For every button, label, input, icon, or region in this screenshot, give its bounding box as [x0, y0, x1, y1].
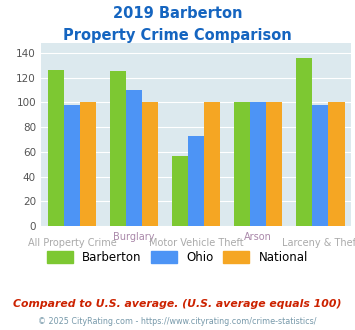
Bar: [296, 58, 312, 226]
Bar: [142, 102, 158, 226]
Bar: [126, 90, 142, 226]
Bar: [312, 105, 328, 226]
Text: All Property Crime: All Property Crime: [28, 238, 116, 248]
Text: Compared to U.S. average. (U.S. average equals 100): Compared to U.S. average. (U.S. average …: [13, 299, 342, 309]
Bar: [204, 102, 220, 226]
Bar: [64, 105, 80, 226]
Text: Property Crime Comparison: Property Crime Comparison: [63, 28, 292, 43]
Bar: [328, 102, 345, 226]
Text: Motor Vehicle Theft: Motor Vehicle Theft: [149, 238, 244, 248]
Bar: [48, 70, 64, 226]
Bar: [188, 136, 204, 226]
Bar: [110, 71, 126, 226]
Text: Arson: Arson: [244, 232, 272, 242]
Bar: [266, 102, 283, 226]
Bar: [250, 102, 266, 226]
Bar: [172, 155, 188, 226]
Text: Burglary: Burglary: [113, 232, 155, 242]
Bar: [234, 102, 250, 226]
Text: © 2025 CityRating.com - https://www.cityrating.com/crime-statistics/: © 2025 CityRating.com - https://www.city…: [38, 317, 317, 326]
Text: 2019 Barberton: 2019 Barberton: [113, 6, 242, 21]
Bar: [80, 102, 96, 226]
Text: Larceny & Theft: Larceny & Theft: [282, 238, 355, 248]
Legend: Barberton, Ohio, National: Barberton, Ohio, National: [42, 246, 313, 269]
